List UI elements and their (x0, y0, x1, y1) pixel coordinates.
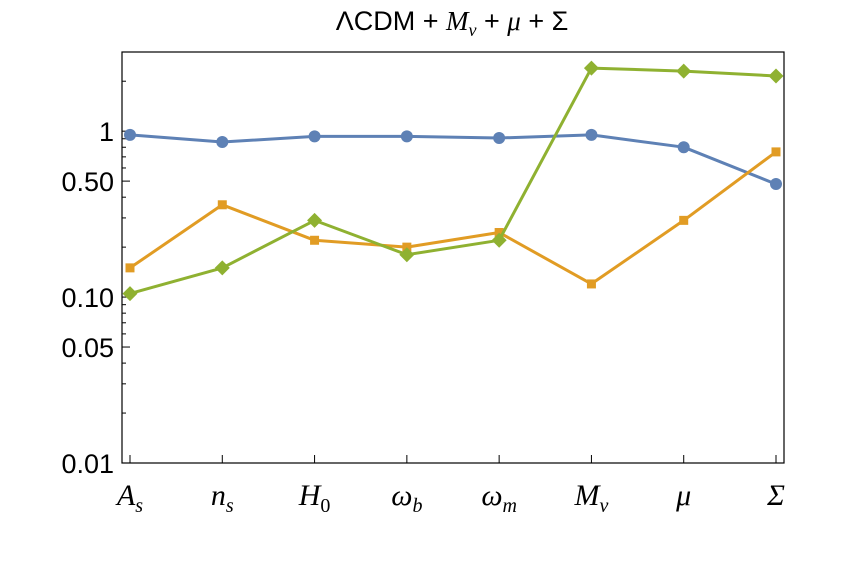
series-orange-point (217, 200, 227, 210)
series-blue (124, 128, 782, 191)
series-blue-point (216, 136, 229, 149)
series-green (122, 60, 784, 302)
series-green-point (399, 247, 415, 263)
series-green-point (214, 260, 230, 276)
x-axis: As ns H0 ωb ωm Mν μ Σ (115, 455, 785, 517)
x-tick-label: ωm (481, 479, 517, 517)
series-orange-point (402, 242, 412, 252)
series-green-point (307, 212, 323, 228)
x-tick-label: Mν (573, 479, 608, 517)
series-green-point (583, 60, 599, 76)
chart-title: ΛCDM + Mν + μ + Σ (336, 6, 569, 40)
series-green-point (768, 68, 784, 84)
series-green-point (676, 63, 692, 79)
y-tick-label: 0.50 (61, 167, 114, 197)
series-orange-point (586, 279, 596, 289)
series-blue-point (400, 130, 413, 143)
x-tick-label: H0 (298, 479, 331, 517)
series-orange-point (494, 228, 504, 238)
y-tick-label: 0.01 (61, 449, 114, 479)
series-blue-point (677, 141, 690, 154)
y-tick-label: 0.10 (61, 283, 114, 313)
x-tick-label: Σ (766, 479, 785, 512)
series-blue-point (124, 128, 136, 141)
y-tick-label: 0.05 (61, 333, 114, 363)
series-green-point (491, 232, 507, 248)
series-orange (125, 147, 781, 289)
plot-frame (121, 51, 785, 464)
x-tick-label: ωb (391, 479, 422, 517)
series-blue-point (308, 130, 321, 143)
series-blue-point (585, 128, 598, 141)
series-orange-line (129, 150, 777, 286)
y-axis: 0.01 0.05 0.10 0.50 1 (61, 51, 130, 479)
x-tick-label: ns (211, 479, 234, 517)
series-green-point (122, 286, 138, 302)
series-orange-point (310, 235, 320, 245)
y-tick-label: 1 (99, 117, 114, 147)
series-blue-line (129, 133, 777, 186)
x-tick-label: μ (675, 479, 691, 512)
series-orange-point (679, 215, 689, 225)
x-tick-label: As (115, 479, 143, 517)
series-orange-point (771, 147, 781, 157)
series-blue-point (493, 131, 506, 144)
series-layer (122, 60, 784, 302)
series-blue-point (770, 178, 782, 191)
series-orange-point (125, 263, 135, 273)
series-green-line (129, 66, 777, 296)
